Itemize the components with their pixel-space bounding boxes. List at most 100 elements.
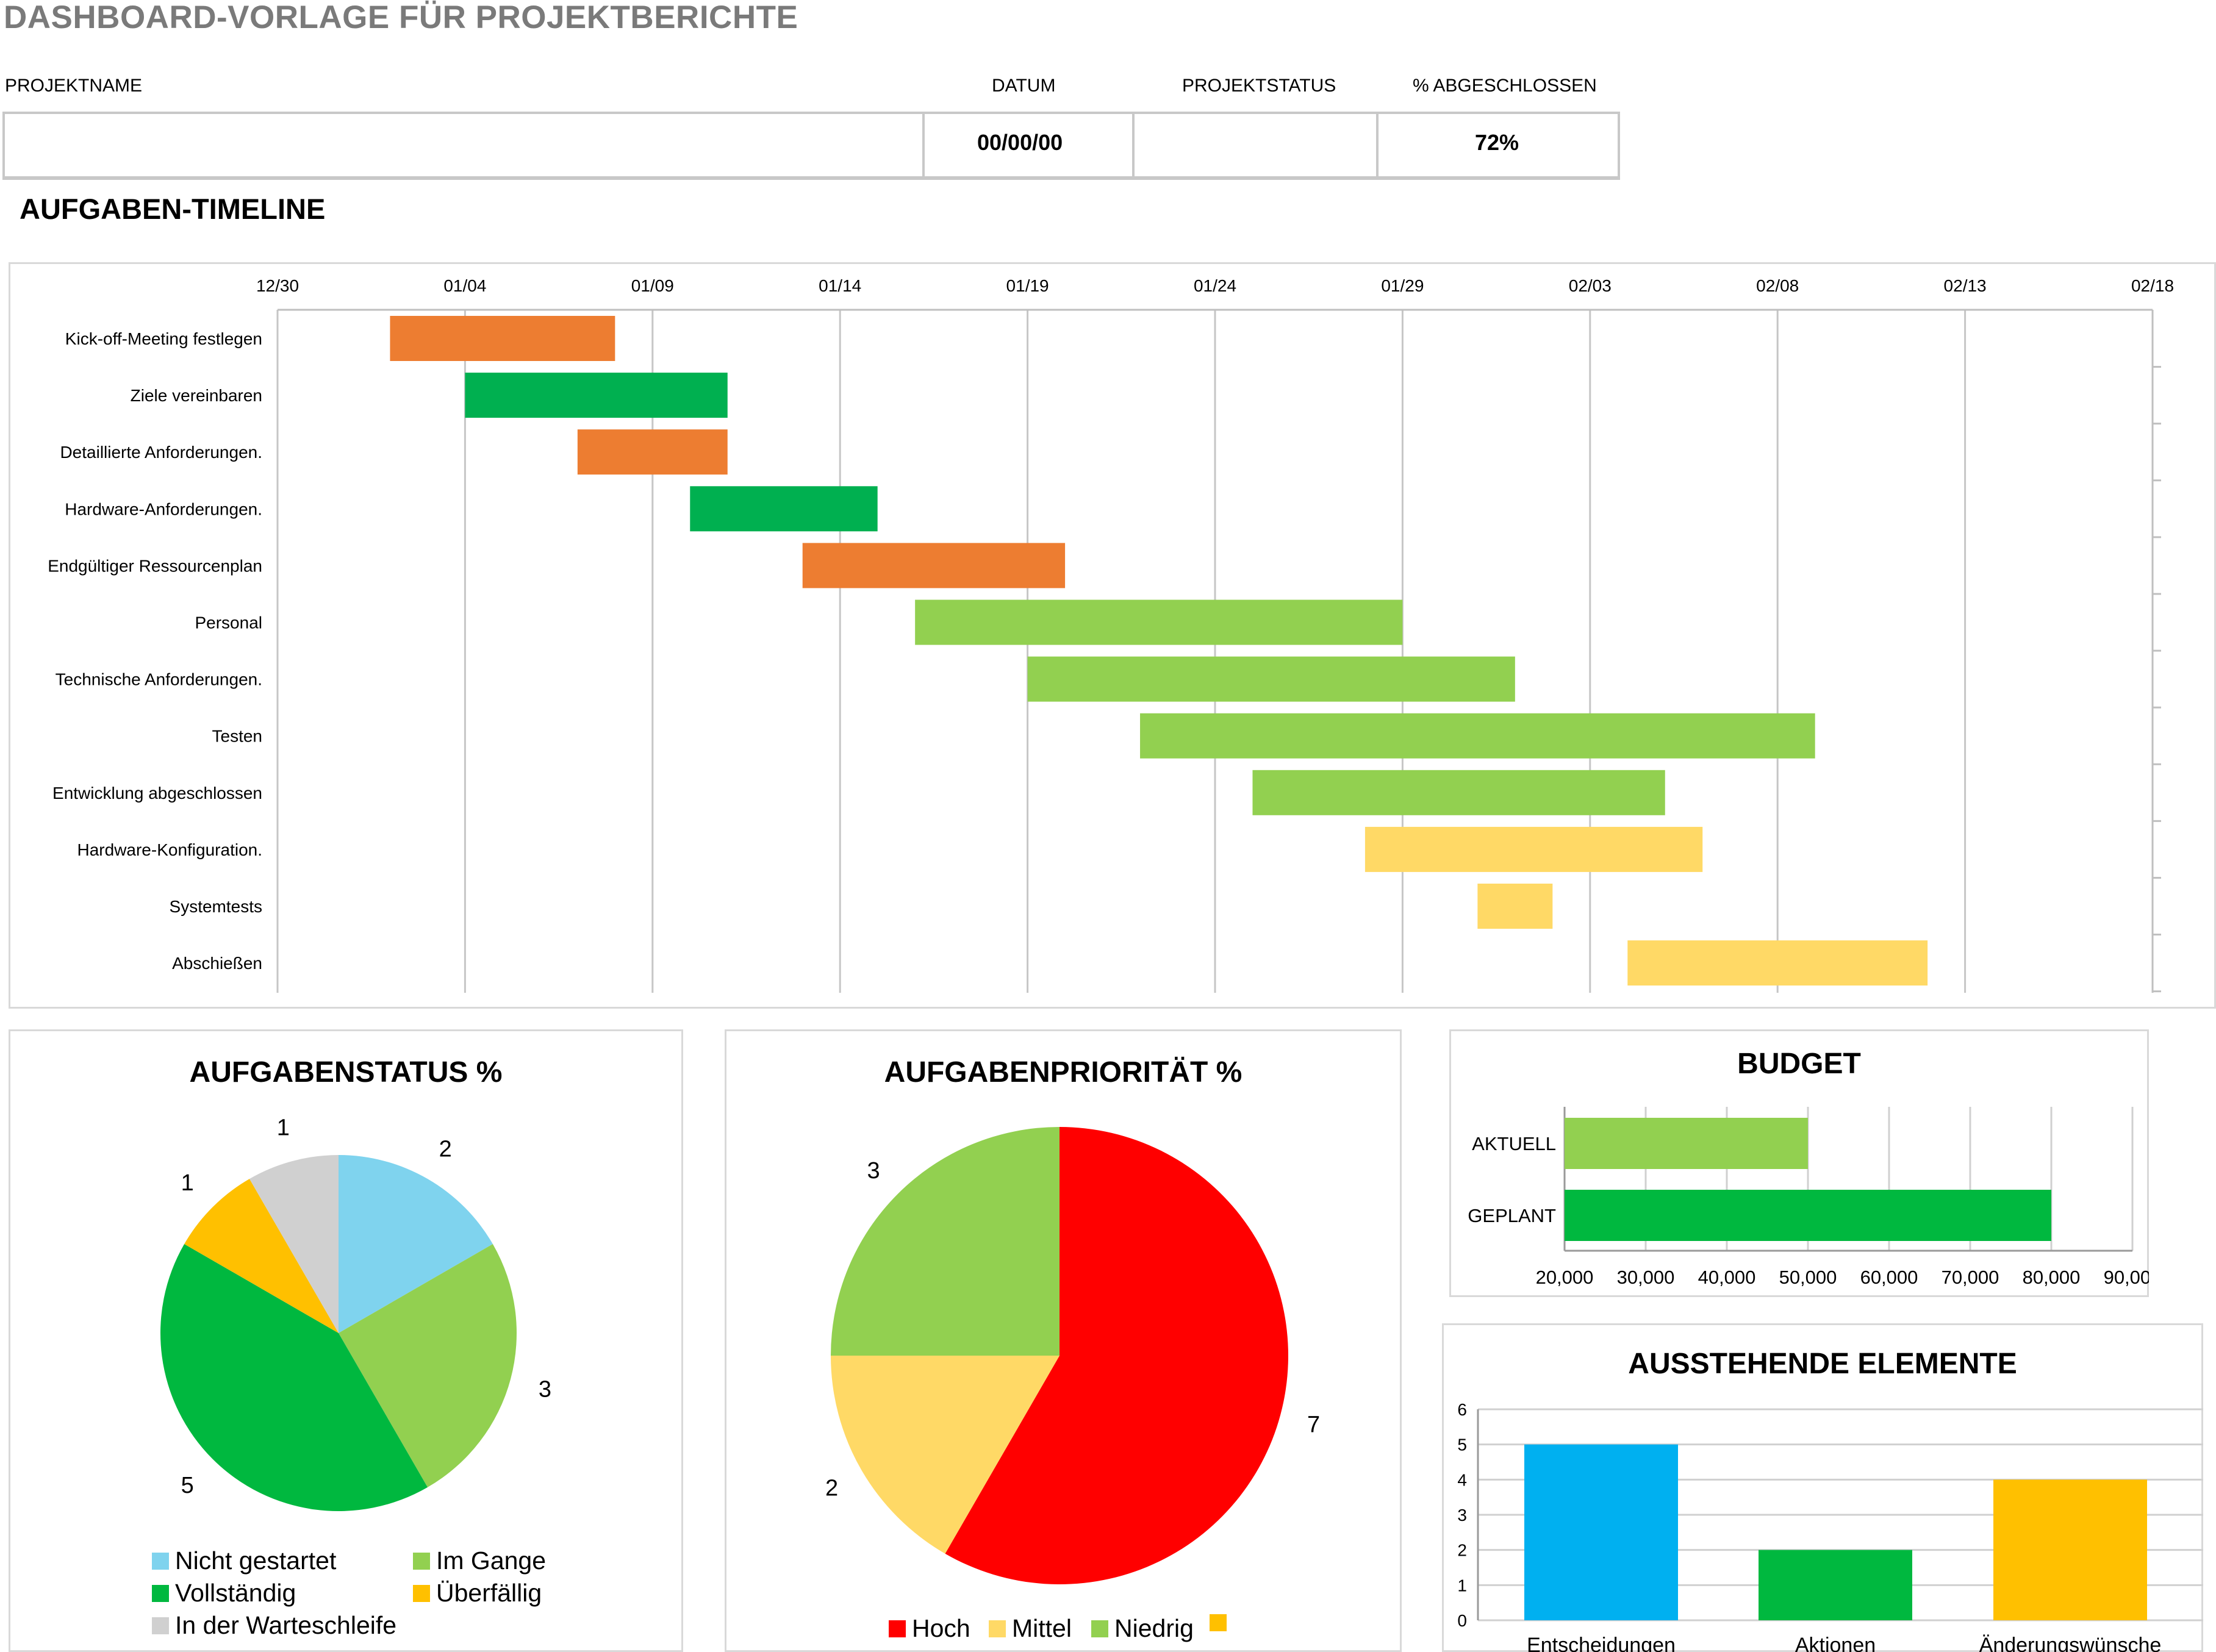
gantt-task-label: Hardware-Konfiguration. [77,840,263,859]
budget-category-label: GEPLANT [1468,1205,1556,1226]
gantt-bar-personal [915,599,1403,645]
budget-title: BUDGET [1737,1048,1861,1080]
date-value[interactable]: 00/00/00 [977,130,1063,155]
legend-item-overdue: Überfällig [413,1579,542,1607]
gantt-x-tick-label: 12/30 [256,276,299,295]
priority-slice-mittel [831,1356,1060,1554]
outstanding-y-tick-label: 5 [1457,1436,1467,1454]
outstanding-y-tick-label: 2 [1457,1541,1467,1560]
budget-x-tick-label: 40,000 [1698,1267,1756,1288]
priority-slice-niedrig [831,1127,1060,1356]
outstanding-category-label: Änderungswünsche [1979,1634,2162,1652]
gantt-task-label: Endgültiger Ressourcenplan [48,556,262,575]
gantt-x-tick-label: 01/14 [819,276,861,295]
gantt-bar-systemtests [1477,884,1553,929]
budget-chart: 20,000 30,000 40,000 50,000 60,000 70,000 80,0… [1468,1107,2149,1288]
outstanding-category-label: Entscheidungen [1527,1634,1676,1652]
gantt-task-label: Kick-off-Meeting festlegen [65,329,262,348]
legend-item-unnamed [1210,1614,1233,1631]
outstanding-y-tick-label: 0 [1457,1611,1467,1630]
gantt-bar-endgultiger-ressourcenplan [802,543,1066,588]
timeline-panel: 12/30 01/04 01/09 01/14 01/19 01/24 01/29 02/03… [9,262,2216,1009]
budget-bar-aktuell [1565,1118,1808,1169]
date-label: DATUM [992,76,1056,96]
outstanding-bar-entscheidungen [1524,1444,1678,1620]
legend-swatch-medium [989,1620,1006,1637]
legend-item-in-progress: Im Gange [413,1547,546,1575]
outstanding-bar-anderungswunsche [1993,1479,2147,1620]
status-slice-im-gange [339,1244,517,1487]
gantt-x-tick-label: 01/09 [631,276,674,295]
priority-data-label: 2 [825,1476,838,1501]
task-status-pie: 2 3 5 1 1 [160,1115,551,1511]
gantt-chart: 12/30 01/04 01/09 01/14 01/19 01/24 01/29 02/03… [48,276,2174,993]
outstanding-bar-aktionen [1759,1550,1912,1620]
status-slice-in-der-warteschleife [249,1155,339,1333]
status-data-label: 1 [277,1115,290,1141]
legend-swatch-complete [152,1584,169,1602]
legend-label-on-hold: In der Warteschleife [175,1611,397,1639]
legend-swatch-on-hold [152,1617,169,1634]
status-slice-vollstandig [160,1244,428,1511]
gantt-x-tick-label: 02/03 [1569,276,1612,295]
gantt-bar-ziele-vereinbaren [465,373,728,418]
status-data-label: 5 [181,1473,194,1498]
status-data-label: 3 [539,1377,551,1403]
gantt-bar-abschie-en [1627,940,1928,986]
status-data-label: 1 [181,1170,194,1196]
legend-label-not-started: Nicht gestartet [175,1547,337,1575]
gantt-x-tick-label: 01/29 [1381,276,1424,295]
gantt-x-tick-label: 02/18 [2131,276,2174,295]
legend-swatch-unnamed [1210,1614,1227,1631]
legend-item-on-hold: In der Warteschleife [152,1611,396,1640]
gantt-task-label: Abschießen [172,954,262,973]
gantt-task-label: Detaillierte Anforderungen. [60,443,262,462]
page-title: DASHBOARD-VORLAGE FÜR PROJEKTBERICHTE [4,0,798,35]
budget-x-tick-label: 80,000 [2023,1267,2081,1288]
status-slice-nicht-gestartet [339,1155,493,1333]
legend-label-high: Hoch [912,1614,970,1642]
legend-swatch-not-started [152,1552,169,1570]
budget-x-tick-label: 60,000 [1860,1267,1918,1288]
outstanding-items-title: AUSSTEHENDE ELEMENTE [1628,1348,2017,1380]
project-name-label: PROJEKTNAME [5,76,143,96]
project-status-label: PROJEKTSTATUS [1182,76,1336,96]
legend-label-overdue: Überfällig [436,1579,542,1607]
legend-item-not-started: Nicht gestartet [152,1547,336,1575]
status-data-label: 2 [439,1137,452,1162]
gantt-task-label: Ziele vereinbaren [131,386,262,405]
outstanding-category-label: Aktionen [1795,1634,1876,1652]
budget-panel: BUDGET 20,000 30,000 40,000 50,000 60,000 70,… [1449,1029,2149,1297]
outstanding-items-chart: 0 1 2 3 4 5 6 Entscheidungen Aktionen Änderungswü… [1457,1400,2203,1652]
gantt-x-tick-label: 02/08 [1756,276,1799,295]
outstanding-y-tick-label: 4 [1457,1470,1467,1489]
outstanding-y-tick-label: 1 [1457,1576,1467,1595]
gantt-x-tick-label: 01/24 [1194,276,1236,295]
project-header-table [2,112,1620,180]
budget-x-tick-label: 20,000 [1536,1267,1594,1288]
priority-data-label: 3 [867,1158,880,1184]
budget-x-tick-label: 50,000 [1779,1267,1837,1288]
gantt-task-label: Personal [195,613,262,632]
legend-item-complete: Vollständig [152,1579,296,1607]
gantt-x-tick-label: 02/13 [1944,276,1987,295]
gantt-task-label: Hardware-Anforderungen. [65,499,262,518]
legend-swatch-overdue [413,1584,430,1602]
budget-category-label: AKTUELL [1472,1133,1556,1154]
legend-item-high: Hoch [889,1614,970,1643]
budget-bar-geplant [1565,1190,2051,1241]
budget-x-tick-label: 30,000 [1617,1267,1675,1288]
percent-complete-value[interactable]: 72% [1475,130,1519,155]
gantt-task-label: Testen [212,727,263,746]
legend-label-low: Niedrig [1114,1614,1194,1642]
priority-slice-hoch [945,1127,1288,1584]
gantt-x-tick-label: 01/04 [443,276,486,295]
legend-swatch-in-progress [413,1552,430,1570]
status-slice-uberfallig [184,1179,339,1333]
gantt-x-tick-label: 01/19 [1006,276,1049,295]
gantt-task-label: Systemtests [170,897,262,916]
legend-label-in-progress: Im Gange [436,1547,547,1575]
gantt-bar-testen [1140,713,1815,759]
percent-complete-label: % ABGESCHLOSSEN [1413,76,1597,96]
gantt-bar-hardware-konfiguration [1364,826,1703,872]
